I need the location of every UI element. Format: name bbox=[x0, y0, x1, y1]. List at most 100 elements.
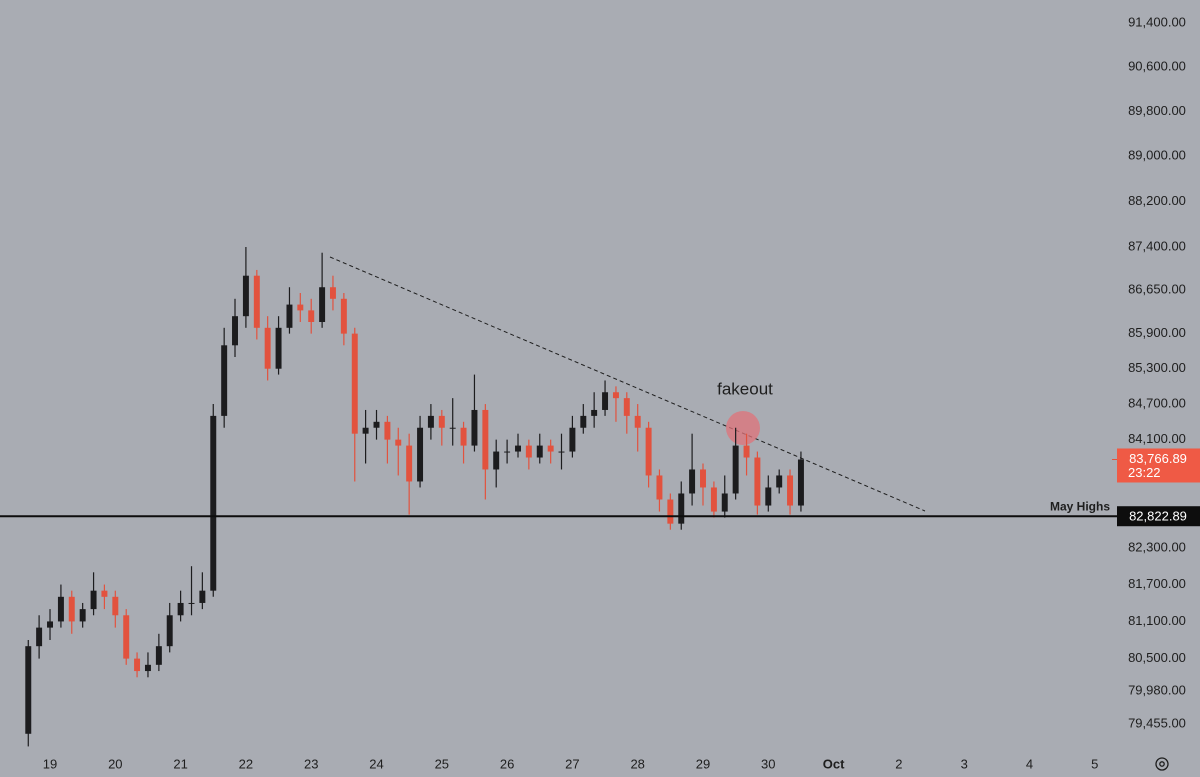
candle-body bbox=[525, 445, 532, 458]
candle-body bbox=[253, 275, 260, 328]
level-name: May Highs bbox=[1050, 499, 1110, 513]
candle-body bbox=[112, 596, 119, 616]
candle-body bbox=[36, 627, 43, 647]
x-tick-label: 3 bbox=[961, 756, 968, 771]
level-box bbox=[1117, 506, 1200, 527]
candle-body bbox=[155, 646, 162, 665]
candle-body bbox=[471, 409, 478, 446]
candle-body bbox=[144, 664, 151, 672]
candle-body bbox=[123, 615, 130, 659]
candle-body bbox=[199, 590, 206, 603]
candle-body bbox=[765, 487, 772, 506]
level-label: 82,822.89 bbox=[1129, 509, 1187, 524]
candle-body bbox=[515, 445, 521, 452]
candle-body bbox=[558, 451, 565, 453]
fakeout-highlight bbox=[726, 411, 760, 445]
y-tick-label: 81,700.00 bbox=[1128, 576, 1186, 591]
x-tick-label: 19 bbox=[43, 756, 57, 771]
candle-body bbox=[232, 316, 238, 346]
candle-body bbox=[308, 310, 315, 322]
candle-body bbox=[242, 275, 249, 317]
x-tick-label: 2 bbox=[895, 756, 902, 771]
candle-body bbox=[449, 427, 456, 429]
candle-body bbox=[340, 298, 347, 334]
y-tick-label: 80,500.00 bbox=[1128, 650, 1186, 665]
candle-body bbox=[678, 493, 685, 524]
candle-body bbox=[297, 304, 304, 311]
candle-body bbox=[797, 459, 804, 506]
annotation: fakeout bbox=[717, 379, 773, 398]
trend-line bbox=[329, 256, 926, 512]
candle-body bbox=[656, 475, 663, 500]
candle-body bbox=[547, 445, 554, 452]
candle-body bbox=[47, 621, 53, 628]
candle-body bbox=[134, 658, 141, 672]
y-tick-label: 84,700.00 bbox=[1128, 395, 1186, 410]
settings-core bbox=[1159, 761, 1165, 767]
x-tick-label: 20 bbox=[108, 756, 122, 771]
candle-body bbox=[710, 487, 717, 512]
candle-body bbox=[787, 475, 794, 506]
candle-body bbox=[776, 475, 783, 488]
y-tick-label: 84,100.00 bbox=[1128, 431, 1186, 446]
candle-body bbox=[536, 445, 543, 458]
settings-icon[interactable] bbox=[1155, 757, 1169, 771]
x-tick-label: 22 bbox=[239, 756, 253, 771]
y-tick-label: 87,400.00 bbox=[1128, 238, 1186, 253]
candle-body bbox=[319, 287, 326, 322]
x-tick-label: 4 bbox=[1026, 756, 1033, 771]
candle-body bbox=[493, 451, 500, 470]
y-tick-label: 82,300.00 bbox=[1128, 539, 1186, 554]
x-tick-label: 27 bbox=[565, 756, 579, 771]
candle-body bbox=[569, 427, 576, 452]
candle-body bbox=[395, 439, 402, 446]
candle-body bbox=[427, 415, 434, 428]
candle-body bbox=[721, 493, 728, 512]
candle-body bbox=[689, 469, 696, 494]
x-tick-label: 26 bbox=[500, 756, 514, 771]
y-tick-label: 88,200.00 bbox=[1128, 193, 1186, 208]
y-tick-label: 89,000.00 bbox=[1128, 148, 1186, 163]
candle-body bbox=[25, 646, 32, 734]
candle-body bbox=[221, 345, 228, 416]
candle-body bbox=[177, 602, 184, 616]
candle-body bbox=[68, 596, 75, 622]
candle-body bbox=[101, 590, 108, 597]
countdown: 23:22 bbox=[1128, 465, 1161, 480]
x-tick-label: 28 bbox=[630, 756, 644, 771]
y-tick-label: 79,980.00 bbox=[1128, 682, 1186, 697]
y-tick-label: 89,800.00 bbox=[1128, 103, 1186, 118]
x-tick-label: 23 bbox=[304, 756, 318, 771]
x-tick-label: 21 bbox=[173, 756, 187, 771]
candle-body bbox=[362, 427, 369, 434]
candles bbox=[25, 246, 804, 747]
candle-body bbox=[384, 421, 391, 440]
y-tick-label: 90,600.00 bbox=[1128, 58, 1186, 73]
candle-body bbox=[79, 609, 86, 622]
candle-body bbox=[460, 427, 467, 446]
candle-body bbox=[166, 615, 173, 647]
candle-body bbox=[634, 415, 641, 428]
y-tick-label: 79,455.00 bbox=[1128, 715, 1186, 730]
candle-body bbox=[612, 392, 619, 399]
candle-body bbox=[264, 327, 271, 369]
candle-body bbox=[591, 409, 598, 416]
y-tick-label: 91,400.00 bbox=[1128, 14, 1186, 29]
candle-body bbox=[667, 499, 674, 524]
candle-body bbox=[732, 445, 739, 494]
y-tick-label: 81,100.00 bbox=[1128, 613, 1186, 628]
candle-body bbox=[504, 451, 511, 453]
y-tick-label: 85,900.00 bbox=[1128, 325, 1186, 340]
candle-body bbox=[417, 427, 424, 482]
candle-body bbox=[754, 457, 761, 506]
candle-body bbox=[438, 415, 445, 428]
y-tick-label: 86,650.00 bbox=[1128, 282, 1186, 297]
candle-body bbox=[700, 469, 706, 488]
candle-body bbox=[482, 409, 489, 470]
x-tick-label: 30 bbox=[761, 756, 775, 771]
last-price-label: 83,766.89 bbox=[1129, 451, 1187, 466]
last-price-box bbox=[1117, 448, 1200, 483]
candle-body bbox=[188, 602, 195, 604]
